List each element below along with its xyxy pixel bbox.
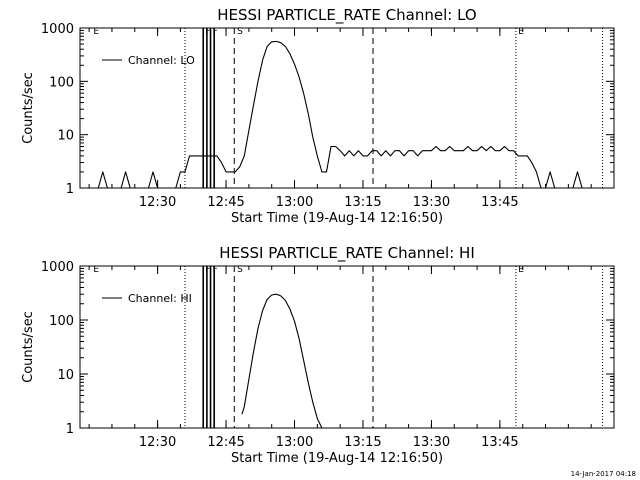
event-marker-label: F [205,265,210,275]
x-tick-label: 13:15 [344,435,381,450]
y-tick-label: 100 [49,75,74,90]
event-marker-label: F [212,27,217,37]
y-tick-label: 100 [49,314,74,329]
event-marker-label: E [93,27,99,37]
y-tick-label: 1000 [41,260,74,275]
chart-panel-1: HESSI PARTICLE_RATE Channel: LO 1 10 100 100… [21,6,615,226]
event-marker-label: E [93,265,99,275]
y-tick-label: 10 [57,368,74,383]
y-tick-label: 10 [57,129,74,144]
y-tick-label: 1000 [41,22,74,37]
x-tick-label: 13:15 [344,195,381,210]
plot-frame [79,27,615,189]
event-marker-label: E [518,27,524,37]
y-axis-label: Counts/sec [21,311,36,383]
x-tick-label: 12:30 [139,435,176,450]
chart-panel-2: HESSI PARTICLE_RATE Channel: HI 1 10 100 100… [21,244,615,466]
event-marker-label: E [518,265,524,275]
x-tick-label: 13:45 [481,195,518,210]
chart-title: HESSI PARTICLE_RATE Channel: HI [219,244,475,263]
legend-label: Channel: LO [128,54,195,67]
y-tick-label: 1 [66,182,74,197]
series-line [241,293,323,429]
event-marker-label: F [205,27,210,37]
x-tick-label: 13:30 [413,195,450,210]
x-tick-label: 13:45 [481,435,518,450]
y-tick-label: 1 [66,422,74,437]
legend-label: Channel: HI [128,292,192,305]
x-tick-label: 13:00 [276,195,313,210]
event-marker-label: S [237,265,243,275]
y-axis-label: Counts/sec [21,72,36,144]
event-marker-label: F [212,265,217,275]
event-marker-label: S [237,27,243,37]
x-tick-label: 12:45 [207,435,244,450]
x-tick-label: 13:00 [276,435,313,450]
series-line [93,40,605,189]
x-tick-label: 12:45 [207,195,244,210]
x-axis-label: Start Time (19-Aug-14 12:16:50) [231,451,443,466]
timestamp-stamp: 14-Jan-2017 04:18 [570,470,636,478]
x-axis-label: Start Time (19-Aug-14 12:16:50) [231,211,443,226]
chart-title: HESSI PARTICLE_RATE Channel: LO [217,6,476,25]
plot-frame [79,265,615,429]
x-tick-label: 13:30 [413,435,450,450]
x-tick-label: 12:30 [139,195,176,210]
